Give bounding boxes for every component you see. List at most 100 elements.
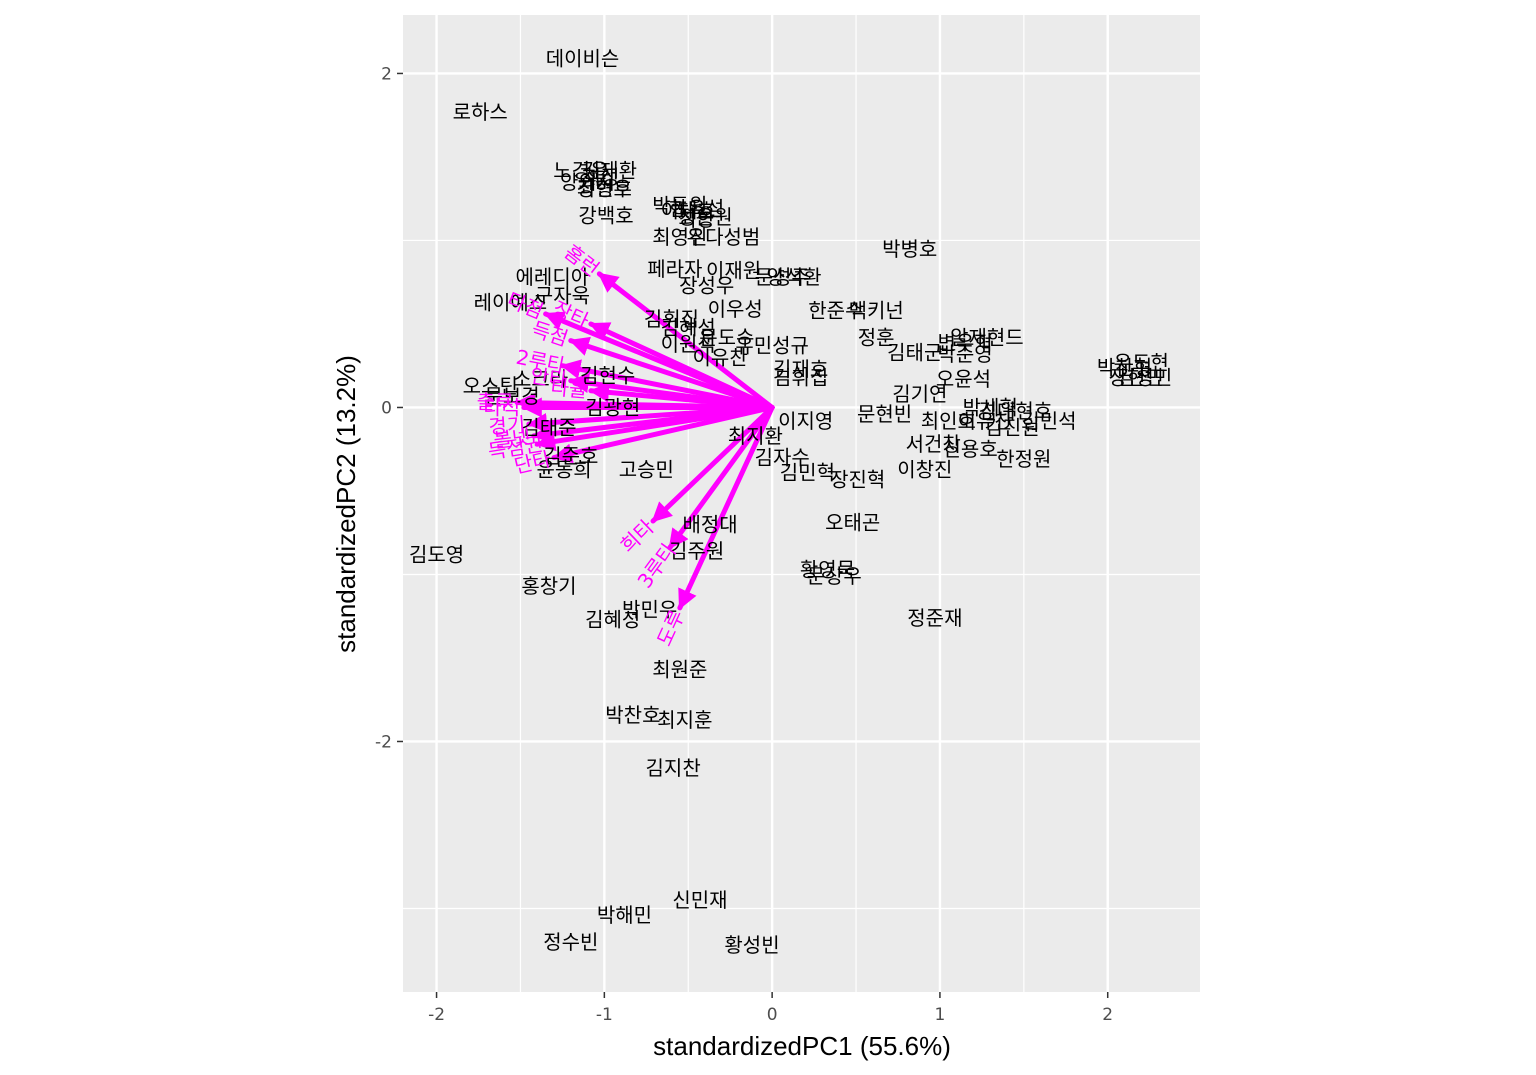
observation-label: 데이비슨 — [546, 46, 620, 70]
observation-label: 오태곤 — [825, 511, 880, 535]
observation-label: 김재환 — [582, 158, 637, 182]
observation-label: 구자욱 — [535, 284, 590, 308]
observation-label: 장진혁 — [830, 467, 885, 491]
observation-label: 양의지 — [560, 170, 615, 194]
observation-label: 김혜성 — [585, 608, 640, 632]
loading-label: 경기 — [488, 412, 526, 438]
loading-arrows — [514, 271, 775, 611]
observation-label: 최형우 — [577, 177, 632, 201]
minor-gridlines — [403, 15, 1200, 992]
y-tick-label: 0 — [381, 398, 392, 418]
observation-label: 변우혁 — [937, 330, 992, 354]
observation-label: 이원석 — [661, 332, 716, 356]
observation-label: 황성빈 — [724, 933, 779, 957]
observation-label: 유도현 — [1114, 350, 1169, 374]
observation-label: 로하스 — [453, 100, 508, 124]
x-axis-title: standardizedPC1 (55.6%) — [653, 1031, 951, 1061]
loading-arrow — [677, 404, 775, 611]
observation-label: 김광현 — [585, 395, 640, 419]
observation-label: 김태군 — [887, 340, 942, 364]
observation-label: 레이예스 — [474, 290, 548, 314]
x-tick-label: 1 — [935, 1005, 946, 1025]
observation-label: 최영진 — [652, 225, 707, 249]
loading-label: 타율 — [550, 375, 589, 402]
observation-label: 문성주 — [755, 265, 810, 289]
observation-label: 이유찬 — [693, 345, 748, 369]
observation-label: 김준호 — [543, 444, 598, 468]
observation-label: 김휘집 — [644, 307, 699, 331]
observation-label: 최지훈 — [657, 708, 712, 732]
observation-label: 고승민 — [619, 457, 674, 481]
observation-label: 신용호 — [943, 437, 998, 461]
observation-label: 박병호 — [882, 237, 937, 261]
observation-label: 알재현드 — [950, 325, 1024, 349]
observation-label: 최인호 — [921, 409, 976, 433]
axes: -2 -1 0 1 2 -2 0 2 — [375, 64, 1113, 1025]
observation-label: 박찬호 — [605, 703, 660, 727]
observation-label: 이대호 — [661, 198, 716, 222]
observation-label: 한준수 — [808, 299, 863, 323]
observation-label: 김대현호 — [979, 399, 1053, 423]
observation-label: 한유섬 — [669, 197, 724, 221]
observation-label: 김민혁 — [780, 461, 835, 485]
observation-label: 문상우 — [807, 564, 862, 588]
observation-label: 문도수 — [699, 325, 754, 349]
observation-label: 이지영 — [778, 409, 833, 433]
observation-label: 문현빈 — [857, 402, 912, 426]
y-tick-label: -2 — [375, 732, 392, 752]
observation-label: 신민재 — [672, 888, 727, 912]
loading-arrow — [596, 271, 775, 410]
loading-arrow — [534, 404, 775, 452]
observation-label: 김혜성 — [661, 315, 716, 339]
loading-arrow — [650, 404, 775, 524]
observation-label: 장현민 — [1109, 365, 1164, 389]
observation-label: 오스틴 — [463, 374, 518, 398]
observation-label: 박동원 — [652, 193, 707, 217]
observation-label: 김진원 — [984, 416, 1039, 440]
observation-label: 강백호 — [578, 203, 633, 227]
observation-label: 최원준 — [652, 658, 707, 682]
y-tick-label: 2 — [381, 64, 392, 84]
observation-label: 배정대 — [682, 512, 737, 536]
observation-label: 강민호 — [577, 177, 632, 201]
observation-label: 황영묵 — [800, 557, 855, 581]
y-axis-title: standardizedPC2 (13.2%) — [331, 355, 361, 653]
loading-arrow — [588, 321, 775, 410]
observation-label: 서건창 — [906, 432, 961, 456]
observation-label: 김현수 — [580, 364, 635, 388]
observation-label: 우다성범 — [687, 225, 761, 249]
observation-label: 이창진 — [897, 457, 952, 481]
observation-label: 오윤석 — [936, 367, 991, 391]
observation-label: 이유찬 — [958, 409, 1013, 433]
x-tick-label: 2 — [1102, 1005, 1113, 1025]
observation-label: 정수빈 — [543, 930, 598, 954]
loading-label: 타석 — [483, 395, 520, 419]
loading-arrow — [568, 336, 775, 410]
observation-label: 정준재 — [907, 606, 962, 630]
observation-label: 김휘집 — [773, 365, 828, 389]
observation-label: 소크라 — [513, 367, 568, 391]
observation-label: 이우성 — [708, 297, 763, 321]
observation-label: 최정 — [583, 165, 620, 189]
loading-label: 출루 — [476, 390, 513, 415]
observation-label: 에레디아 — [516, 265, 590, 289]
observation-label: 홍창기 — [521, 574, 576, 598]
observation-label: 최항 — [678, 207, 715, 231]
observation-label: 박세혁 — [963, 395, 1018, 419]
observation-label: 노경은 — [553, 158, 608, 182]
observation-label: 김성민 — [1117, 365, 1172, 389]
observation-label: 박찬형 — [1097, 355, 1152, 379]
observation-label: 김주원 — [669, 539, 724, 563]
plot-panel — [403, 15, 1200, 992]
observation-label: 양석환 — [766, 265, 821, 289]
loading-arrow — [667, 404, 775, 551]
observation-label: 맥키넌 — [849, 299, 904, 323]
observation-label: 유민성규 — [735, 334, 809, 358]
x-tick-label: -2 — [428, 1005, 445, 1025]
x-tick-label: -1 — [596, 1005, 613, 1025]
observation-label: 박해민 — [597, 903, 652, 927]
observation-label: 김민석 — [1021, 409, 1076, 433]
